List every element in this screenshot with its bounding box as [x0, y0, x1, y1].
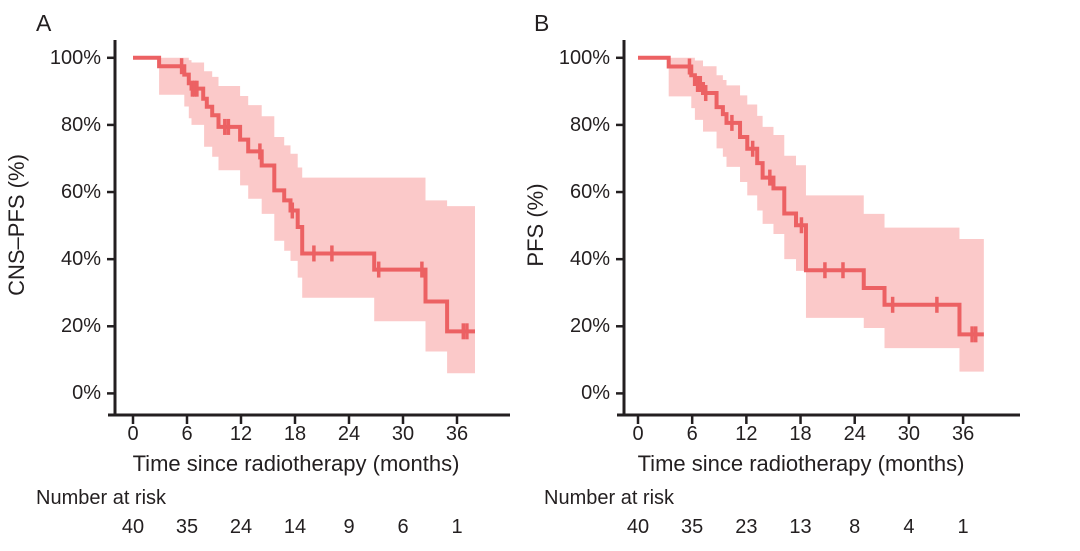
risk-count: 24	[229, 516, 253, 538]
risk-count: 23	[735, 516, 758, 538]
y-tick-label: 60%	[569, 181, 610, 204]
risk-count: 35	[175, 516, 199, 538]
risk-count: 9	[343, 516, 355, 538]
x-tick-label: 24	[843, 423, 866, 445]
x-axis-title-b: Time since radiotherapy (months)	[637, 451, 965, 476]
y-tick-label: 60%	[60, 181, 101, 204]
km-panel-B	[616, 40, 1020, 424]
risk-count: 4	[903, 516, 915, 538]
y-tick-label: 80%	[569, 113, 610, 136]
panel-b-label: B	[534, 10, 550, 36]
x-tick-label: 6	[686, 423, 698, 445]
y-tick-label: 40%	[60, 248, 101, 271]
panel-a-label: A	[36, 10, 52, 36]
risk-count: 40	[121, 516, 145, 538]
x-tick-label: 18	[789, 423, 812, 445]
y-tick-label: 0%	[581, 382, 610, 405]
x-tick-label: 24	[337, 423, 361, 445]
x-tick-label: 36	[445, 423, 469, 445]
y-tick-label: 20%	[60, 315, 101, 338]
x-axis-title-a: Time since radiotherapy (months)	[132, 451, 460, 476]
y-tick-label: 20%	[569, 315, 610, 338]
y-tick-label: 100%	[49, 46, 101, 69]
y-tick-label: 100%	[558, 46, 610, 69]
risk-count: 14	[283, 516, 307, 538]
km-panel-A	[107, 40, 510, 424]
risk-table-title-a: Number at risk	[36, 487, 167, 509]
y-axis-title-a: CNS–PFS (%)	[4, 154, 29, 296]
risk-count: 40	[626, 516, 650, 538]
confidence-band	[159, 57, 475, 374]
risk-count: 35	[681, 516, 704, 538]
y-tick-label: 80%	[60, 113, 101, 136]
risk-count: 1	[957, 516, 969, 538]
x-tick-label: 0	[127, 423, 139, 445]
x-tick-label: 0	[632, 423, 644, 445]
risk-count: 1	[451, 516, 463, 538]
risk-table-title-b: Number at risk	[544, 487, 675, 509]
x-tick-label: 30	[391, 423, 415, 445]
x-tick-label: 6	[181, 423, 193, 445]
x-tick-label: 30	[897, 423, 921, 445]
x-tick-label: 12	[735, 423, 758, 445]
km-curve	[133, 55, 475, 334]
y-tick-label: 40%	[569, 248, 610, 271]
x-tick-label: 18	[283, 423, 307, 445]
risk-count: 13	[789, 516, 812, 538]
x-tick-label: 36	[951, 423, 975, 445]
risk-count: 8	[849, 516, 861, 538]
risk-count: 6	[397, 516, 409, 538]
x-tick-label: 12	[229, 423, 253, 445]
y-tick-label: 0%	[72, 382, 101, 405]
